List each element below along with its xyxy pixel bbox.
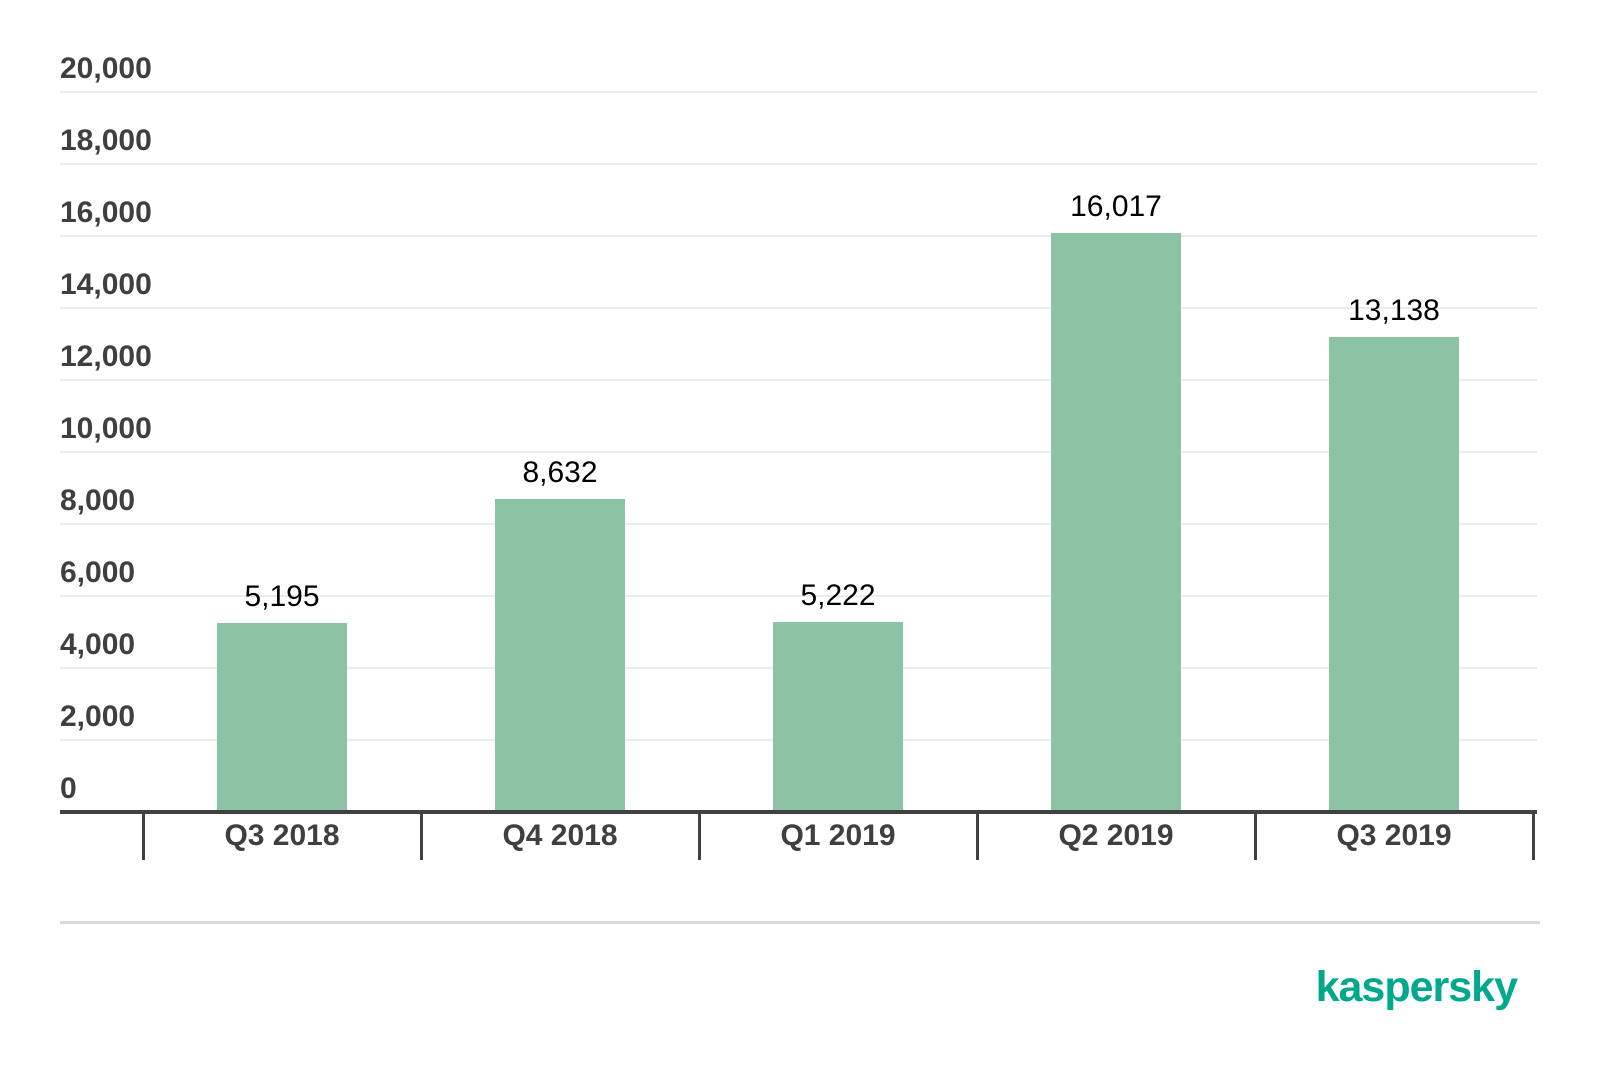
kaspersky-logo: kaspersky	[1315, 963, 1518, 1011]
y-axis-tick-label: 10,000	[60, 412, 152, 445]
y-axis-tick-label: 0	[60, 772, 77, 805]
x-axis-category-label: Q4 2018	[502, 819, 618, 852]
y-gridline	[60, 91, 1537, 93]
y-gridline	[60, 451, 1537, 453]
y-gridline	[60, 235, 1537, 237]
y-axis-tick-label: 12,000	[60, 340, 152, 373]
y-axis-tick-label: 2,000	[60, 700, 136, 733]
bar-q3-2018	[217, 623, 347, 810]
bar-value-label: 5,222	[800, 579, 876, 612]
y-axis-tick-label: 6,000	[60, 556, 136, 589]
x-axis-category-label: Q3 2018	[224, 819, 340, 852]
x-axis-line	[60, 810, 1537, 814]
y-gridline	[60, 595, 1537, 597]
x-axis-tick	[1254, 810, 1257, 860]
x-axis-tick	[976, 810, 979, 860]
x-axis-category-label: Q2 2019	[1058, 819, 1174, 852]
x-axis-tick	[1532, 810, 1535, 860]
bar-q4-2018	[495, 499, 625, 810]
y-axis-tick-label: 18,000	[60, 124, 152, 157]
y-axis-tick-label: 16,000	[60, 196, 152, 229]
y-gridline	[60, 307, 1537, 309]
x-axis-category-label: Q3 2019	[1336, 819, 1452, 852]
bar-value-label: 16,017	[1070, 190, 1162, 223]
x-axis-tick	[698, 810, 701, 860]
bar-value-label: 13,138	[1348, 294, 1440, 327]
bar-q1-2019	[773, 622, 903, 810]
x-axis-tick	[142, 810, 145, 860]
x-axis-category-label: Q1 2019	[780, 819, 896, 852]
bar-value-label: 8,632	[522, 456, 598, 489]
y-axis-tick-label: 20,000	[60, 52, 152, 85]
y-axis-tick-label: 4,000	[60, 628, 136, 661]
bar-q3-2019	[1329, 337, 1459, 810]
y-axis-tick-label: 14,000	[60, 268, 152, 301]
y-gridline	[60, 523, 1537, 525]
bottom-divider	[60, 921, 1540, 924]
y-gridline	[60, 379, 1537, 381]
y-axis-tick-label: 8,000	[60, 484, 136, 517]
bar-value-label: 5,195	[244, 580, 320, 613]
bar-q2-2019	[1051, 233, 1181, 810]
x-axis-tick	[420, 810, 423, 860]
y-gridline	[60, 163, 1537, 165]
